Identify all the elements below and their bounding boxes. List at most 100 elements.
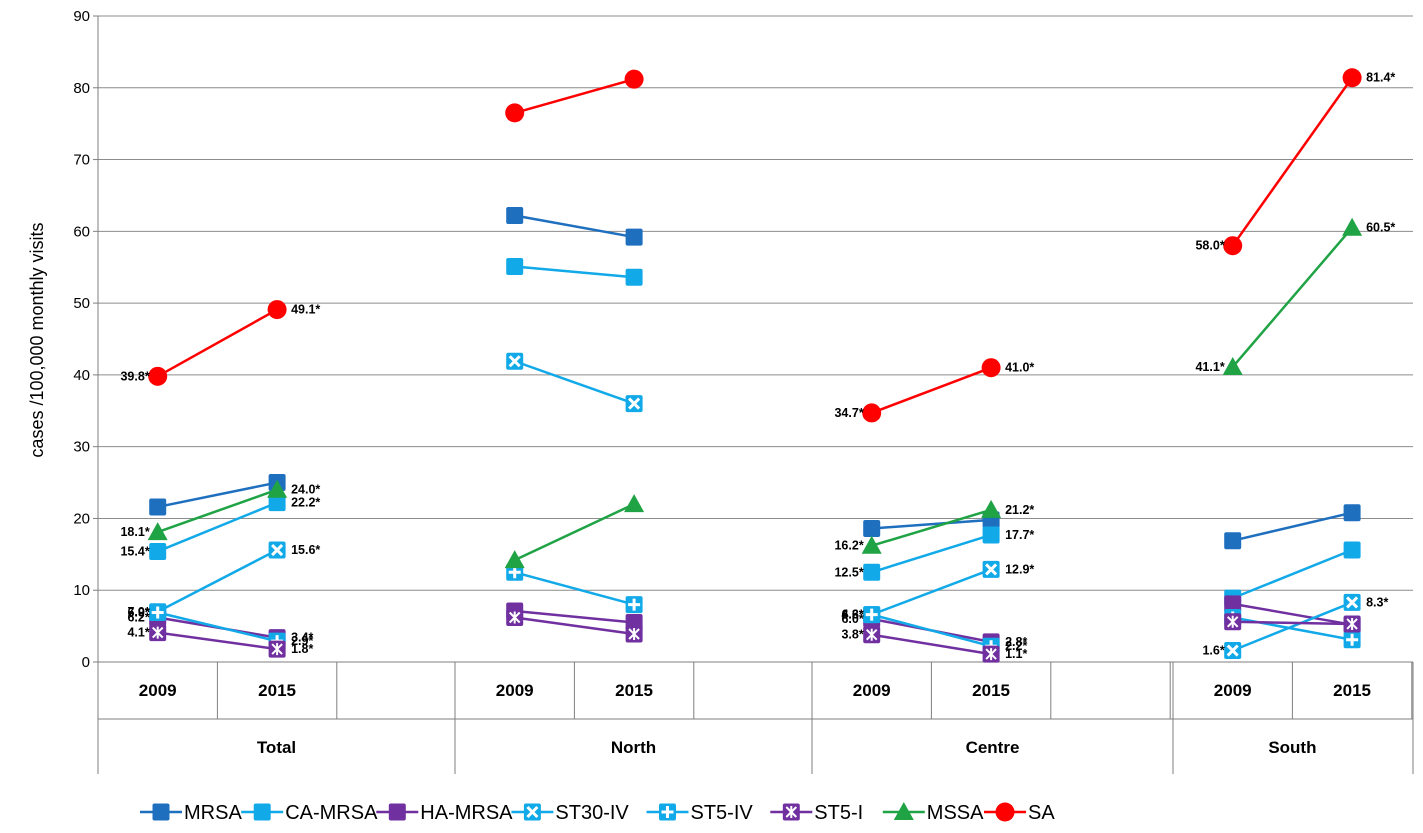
point-st5-iv — [149, 603, 167, 621]
point-sa — [1342, 68, 1362, 88]
data-label: 1.6* — [1202, 644, 1224, 658]
point-sa — [624, 69, 644, 89]
data-label: 4.1* — [127, 626, 149, 640]
series-line-ha-mrsa — [1232, 602, 1353, 626]
point-mrsa — [625, 228, 643, 246]
year-label: 2009 — [1214, 681, 1252, 700]
year-label: 2015 — [258, 681, 296, 700]
series-line-st5-i — [1232, 620, 1353, 626]
point-ca-mrsa — [268, 494, 286, 512]
year-label: 2009 — [496, 681, 534, 700]
series-line-st5-iv — [871, 613, 992, 648]
data-label: 17.7* — [1005, 528, 1034, 542]
group-label-north: North — [611, 738, 656, 757]
series-line-st5-iv — [157, 611, 278, 643]
point-st5-iv — [863, 606, 881, 624]
legend-item-sa: SA — [984, 802, 1055, 824]
series-line-mssa — [157, 488, 278, 534]
point-ca-mrsa — [982, 526, 1000, 544]
y-tick-label: 30 — [73, 439, 90, 456]
data-label: 7.0* — [127, 605, 149, 619]
point-st5-i — [149, 624, 167, 642]
point-ca-mrsa — [625, 268, 643, 286]
series-line-mssa — [514, 502, 635, 562]
y-tick-label: 40 — [73, 367, 90, 384]
data-label: 49.1* — [291, 303, 320, 317]
legend-item-st5-i: ST5-I — [770, 802, 863, 824]
series-line-st5-i — [157, 631, 278, 651]
data-label: 41.0* — [1005, 361, 1034, 375]
series-line-mssa — [871, 508, 992, 547]
legend-marker-sa — [995, 802, 1015, 822]
point-mrsa — [863, 519, 881, 537]
series-line-st5-i — [514, 616, 635, 636]
point-mssa — [504, 550, 525, 569]
point-mssa — [147, 522, 168, 541]
point-st5-iv — [1343, 631, 1361, 649]
point-ca-mrsa — [1343, 541, 1361, 559]
series-line-st5-iv — [514, 571, 635, 606]
series-st30-iv — [149, 352, 1361, 660]
group-label-south: South — [1268, 738, 1316, 757]
series-line-st5-i — [871, 633, 992, 656]
series-line-ca-mrsa — [1232, 548, 1353, 600]
series-line-ha-mrsa — [514, 609, 635, 624]
series-line-sa — [871, 366, 992, 415]
data-label: 3.4* — [291, 631, 313, 645]
legend-label: MSSA — [927, 802, 984, 824]
legend-label: ST5-I — [814, 802, 863, 824]
legend-item-st5-iv: ST5-IV — [646, 802, 754, 824]
series-line-mssa — [1231, 226, 1354, 368]
data-label: 15.6* — [291, 543, 320, 557]
group-label-total: Total — [257, 738, 296, 757]
series-ca-mrsa — [149, 258, 1361, 607]
series-mssa — [147, 217, 1363, 569]
data-label: 6.6* — [841, 608, 863, 622]
point-st30-iv — [982, 560, 1000, 578]
series-line-st30-iv — [1232, 601, 1353, 652]
legend-item-ca-mrsa: CA-MRSA — [241, 802, 378, 824]
point-st5-i — [863, 626, 881, 644]
legend-marker-mrsa — [152, 803, 170, 821]
data-label: 1.1* — [1005, 647, 1027, 661]
data-label: 60.5* — [1366, 221, 1395, 235]
series-st5-iv — [149, 563, 1361, 655]
point-st30-iv — [268, 541, 286, 559]
point-st5-i — [1343, 615, 1361, 633]
series-sa — [148, 68, 1362, 423]
point-st5-i — [268, 640, 286, 658]
data-label: 41.1* — [1195, 360, 1224, 374]
year-label: 2015 — [972, 681, 1010, 700]
data-label: 81.4* — [1366, 71, 1395, 85]
point-ha-mrsa — [1224, 595, 1242, 613]
data-label: 16.2* — [834, 539, 863, 553]
data-label: 2.9* — [291, 634, 313, 648]
year-label: 2015 — [615, 681, 653, 700]
series-line-st30-iv — [514, 360, 635, 405]
data-label: 39.8* — [120, 369, 149, 383]
data-label: 6.2* — [127, 610, 149, 624]
series-line-sa — [1231, 77, 1354, 247]
legend-marker-ca-mrsa — [253, 803, 271, 821]
legend-item-st30-iv: ST30-IV — [511, 802, 629, 824]
series-line-st30-iv — [157, 548, 278, 613]
series-ha-mrsa — [149, 595, 1361, 651]
data-label: 1.8* — [291, 642, 313, 656]
series-mrsa — [149, 207, 1361, 550]
point-mssa — [1342, 217, 1363, 236]
year-label: 2009 — [853, 681, 891, 700]
point-sa — [862, 403, 882, 423]
legend: MRSA CA-MRSA HA-MRSA ST30-IV ST5-IV ST5-I MSSA… — [140, 802, 1055, 824]
data-label: 6.9* — [127, 605, 149, 619]
year-label: 2009 — [139, 681, 177, 700]
point-st5-i — [1224, 613, 1242, 631]
point-st30-iv — [1343, 593, 1361, 611]
y-tick-label: 10 — [73, 582, 90, 599]
data-label: 2.2* — [1005, 639, 1027, 653]
point-mrsa — [506, 207, 524, 225]
legend-marker-ha-mrsa — [388, 803, 406, 821]
point-st30-iv — [506, 352, 524, 370]
legend-label: ST5-IV — [691, 802, 754, 824]
